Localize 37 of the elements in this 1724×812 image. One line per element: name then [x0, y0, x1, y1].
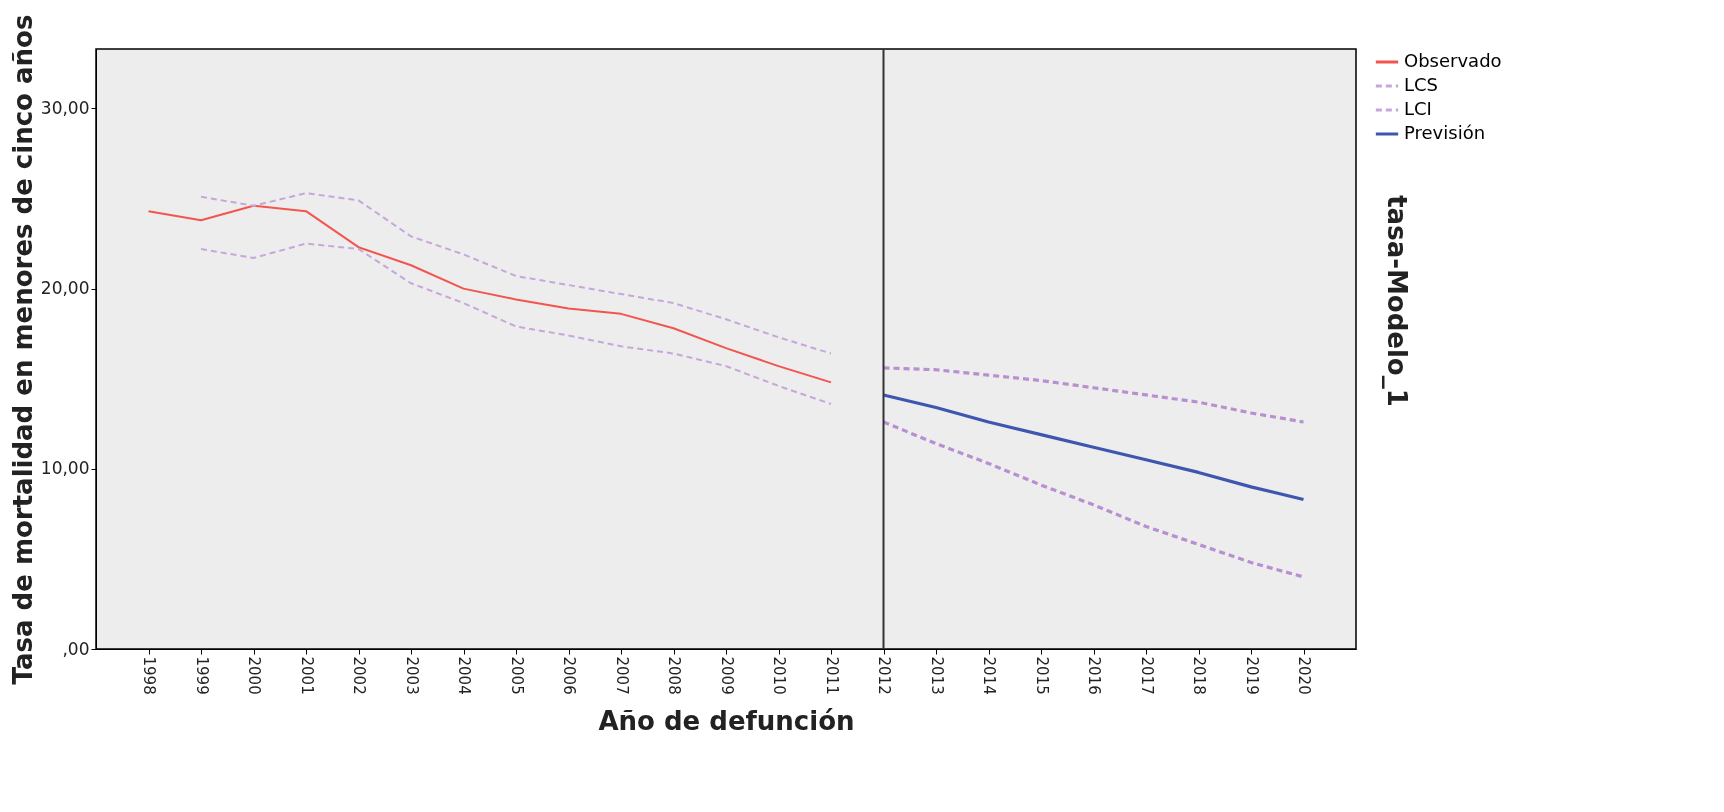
x-tick-label: 2005	[507, 656, 526, 695]
y-tick-label: 20,00	[40, 278, 90, 299]
x-tick-label: 2012	[875, 656, 893, 695]
line-series	[200, 192, 832, 355]
y-tick-label: 30,00	[40, 97, 90, 118]
x-tick-label: 2006	[560, 656, 578, 695]
y-axis-title: Tasa de mortalidad en menores de cinco años	[7, 14, 38, 685]
x-tick-label: 2001	[297, 656, 316, 695]
legend-label: LCI	[1404, 98, 1432, 119]
legend-label: Previsión	[1404, 122, 1486, 143]
x-tick-label: 2004	[455, 656, 473, 695]
legend-label: LCS	[1404, 74, 1439, 95]
x-tick-label: 2020	[1295, 656, 1313, 695]
legend-label: Observado	[1404, 50, 1502, 71]
x-tick-label: 2013	[927, 656, 946, 695]
x-tick-label: 2003	[402, 656, 421, 695]
x-tick-label: 2000	[245, 656, 263, 695]
x-tick-label: 2007	[612, 656, 631, 695]
x-tick-label: 2015	[1032, 656, 1051, 695]
x-tick-label: 2008	[665, 656, 683, 695]
text: tasa-Modelo_1	[1382, 195, 1412, 407]
x-tick-label: 2019	[1242, 656, 1261, 695]
x-tick-label: 2010	[770, 656, 788, 695]
x-axis-title: Año de defunción	[598, 705, 855, 736]
line-series	[147, 204, 832, 384]
x-tick-label: 2009	[717, 656, 736, 695]
y-tick-label: ,00	[62, 638, 90, 659]
x-tick-label: 2002	[350, 656, 368, 695]
x-tick-label: 2016	[1085, 656, 1103, 695]
x-tick-label: 2018	[1190, 656, 1208, 695]
y-tick-label: 10,00	[40, 458, 90, 479]
x-tick-label: 2017	[1137, 656, 1156, 695]
x-tick-label: 2011	[822, 656, 841, 695]
x-tick-label: 1998	[140, 656, 158, 695]
line-series	[200, 242, 832, 405]
x-tick-label: 1999	[192, 656, 211, 695]
x-tick-label: 2014	[980, 656, 998, 695]
